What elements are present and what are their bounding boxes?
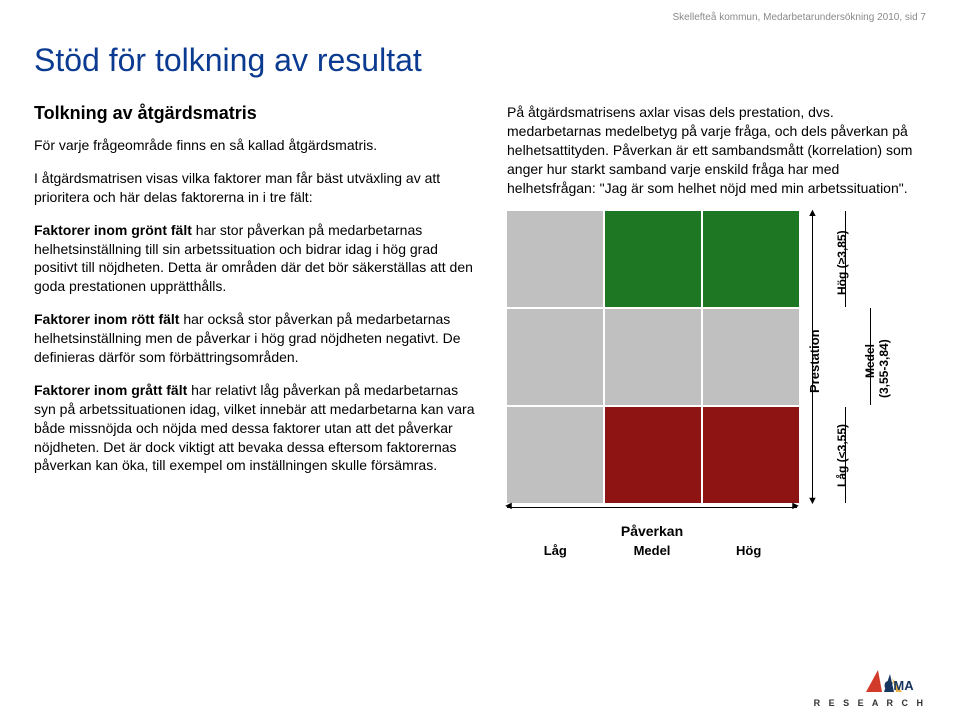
x-axis-label: Påverkan <box>507 523 797 539</box>
cell-1-0 <box>507 309 603 405</box>
arrow-left-icon: ◄ <box>503 500 514 512</box>
cell-1-1 <box>605 309 701 405</box>
right-column: På åtgärdsmatrisens axlar visas dels pre… <box>507 103 926 559</box>
paragraph-green: Faktorer inom grönt fält har stor påverk… <box>34 221 479 297</box>
x-ticks: Låg Medel Hög <box>507 543 797 558</box>
y-axis-label: Prestation <box>807 330 822 394</box>
content-columns: Tolkning av åtgärdsmatris För varje fråg… <box>34 103 926 559</box>
y-bracket-mid-label: Medel <box>863 344 877 378</box>
paragraph-gray: Faktorer inom grått fält har relativt lå… <box>34 381 479 475</box>
y-bracket-mid-range: (3,55-3,84) <box>877 340 891 399</box>
header-source: Skellefteå kommun, Medarbetarundersöknin… <box>673 12 926 23</box>
logo-text: CMA <box>884 678 914 693</box>
x-axis-line: ◄ ► <box>507 507 797 508</box>
cell-0-0 <box>507 211 603 307</box>
y-bracket-high-label: Hög (≥3,85) <box>835 195 849 295</box>
paragraph-axes: På åtgärdsmatrisens axlar visas dels pre… <box>507 103 926 197</box>
arrow-down-icon: ▼ <box>807 495 818 507</box>
paragraph-red: Faktorer inom rött fält har också stor p… <box>34 310 479 367</box>
left-column: Tolkning av åtgärdsmatris För varje fråg… <box>34 103 479 559</box>
x-tick-low: Låg <box>507 543 604 558</box>
cell-0-2 <box>703 211 799 307</box>
paragraph-split: I åtgärdsmatrisen visas vilka faktorer m… <box>34 169 479 207</box>
page-title: Stöd för tolkning av resultat <box>34 42 926 79</box>
page: Skellefteå kommun, Medarbetarundersöknin… <box>0 0 960 726</box>
cell-1-2 <box>703 309 799 405</box>
cell-0-1 <box>605 211 701 307</box>
logo-subtext: R E S E A R C H <box>814 698 926 708</box>
y-bracket-mid: Medel (3,55-3,84) <box>863 308 883 405</box>
cell-2-1 <box>605 407 701 503</box>
x-tick-mid: Medel <box>604 543 701 558</box>
cell-2-0 <box>507 407 603 503</box>
red-lead: Faktorer inom rött fält <box>34 311 179 327</box>
green-lead: Faktorer inom grönt fält <box>34 222 192 238</box>
gray-lead: Faktorer inom grått fält <box>34 382 187 398</box>
x-tick-high: Hög <box>700 543 797 558</box>
paragraph-intro: För varje frågeområde finns en så kallad… <box>34 136 479 155</box>
action-matrix: ▲ ▼ Prestation Hög (≥3,85) Låg (<3,55) M… <box>507 211 837 559</box>
cell-2-2 <box>703 407 799 503</box>
logo-sail-icon: CMA <box>862 668 926 696</box>
y-bracket-low-label: Låg (<3,55) <box>835 387 849 487</box>
matrix-grid <box>507 211 837 503</box>
arrow-up-icon: ▲ <box>807 207 818 219</box>
logo: CMA R E S E A R C H <box>814 668 926 708</box>
arrow-right-icon: ► <box>790 500 801 512</box>
subheading: Tolkning av åtgärdsmatris <box>34 103 479 124</box>
